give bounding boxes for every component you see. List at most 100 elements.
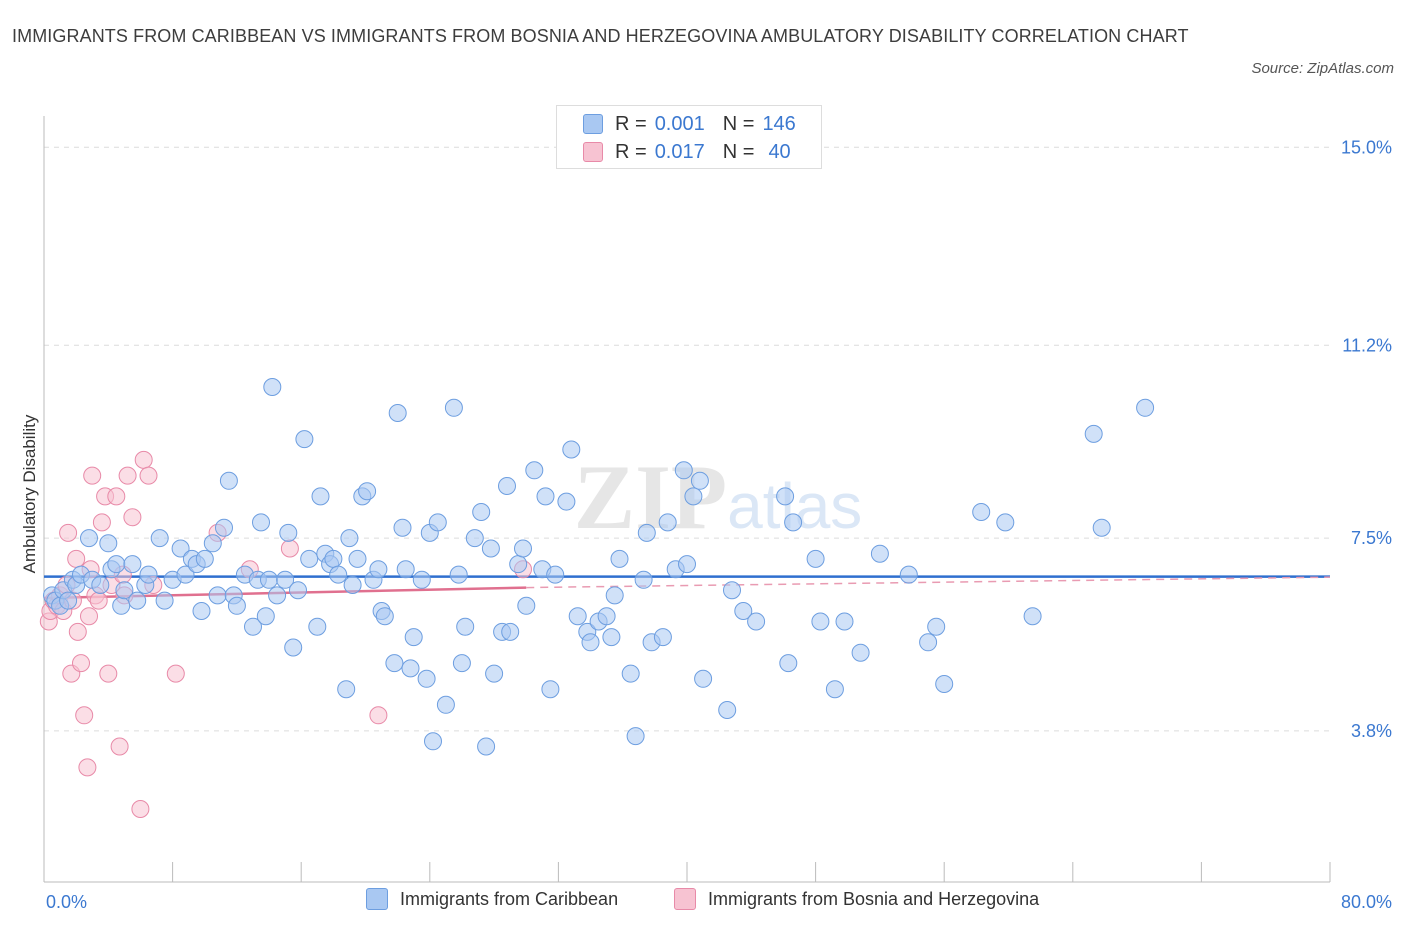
legend-swatch-caribbean — [583, 114, 603, 134]
series-legend: Immigrants from Caribbean Immigrants fro… — [0, 888, 1406, 916]
point-bosnia — [99, 664, 118, 683]
point-caribbean — [449, 565, 468, 584]
point-caribbean — [337, 680, 356, 699]
point-caribbean — [452, 654, 471, 673]
point-bosnia — [78, 758, 97, 777]
legend-r-value: 0.017 — [654, 140, 705, 163]
series-legend-bosnia[interactable]: Immigrants from Bosnia and Herzegovina — [674, 888, 1039, 910]
point-caribbean — [128, 591, 147, 610]
point-bosnia — [369, 706, 388, 725]
y-tick-label: 15.0% — [1341, 137, 1392, 157]
point-caribbean — [203, 534, 222, 553]
point-caribbean — [139, 565, 158, 584]
point-bosnia — [59, 523, 78, 542]
point-caribbean — [59, 591, 78, 610]
point-caribbean — [192, 602, 211, 620]
point-caribbean — [501, 622, 520, 641]
point-caribbean — [477, 737, 496, 756]
series-swatch-bosnia — [674, 888, 696, 910]
point-caribbean — [568, 607, 587, 626]
point-caribbean — [227, 596, 246, 615]
point-caribbean — [1092, 518, 1111, 537]
point-caribbean — [653, 628, 672, 647]
point-caribbean — [509, 555, 528, 574]
point-caribbean — [263, 378, 282, 396]
legend-n-label: N = — [722, 140, 755, 163]
point-caribbean — [825, 680, 844, 699]
point-caribbean — [348, 549, 367, 568]
point-caribbean — [401, 659, 420, 678]
point-caribbean — [340, 529, 359, 548]
point-caribbean — [404, 628, 423, 647]
data-points — [39, 378, 1155, 818]
point-bosnia — [83, 466, 102, 485]
point-caribbean — [784, 513, 803, 532]
point-caribbean — [289, 581, 307, 600]
point-caribbean — [171, 539, 190, 558]
point-bosnia — [80, 607, 98, 626]
point-caribbean — [300, 549, 319, 568]
point-caribbean — [279, 523, 298, 542]
point-caribbean — [80, 529, 98, 548]
y-tick-label: 7.5% — [1351, 528, 1392, 548]
point-bosnia — [68, 622, 87, 641]
point-caribbean — [343, 576, 362, 594]
point-caribbean — [284, 638, 303, 657]
watermark: ZIPatlas — [574, 446, 863, 548]
point-caribbean — [244, 617, 262, 636]
point-caribbean — [694, 669, 713, 688]
point-caribbean — [295, 430, 314, 449]
point-caribbean — [1023, 607, 1042, 626]
chart-title: IMMIGRANTS FROM CARIBBEAN VS IMMIGRANTS … — [12, 26, 1189, 46]
point-caribbean — [658, 513, 677, 532]
point-caribbean — [1084, 424, 1103, 443]
point-caribbean — [684, 487, 703, 506]
legend-r-label: R = — [615, 140, 647, 163]
legend-n-label: N = — [722, 112, 755, 135]
point-bosnia — [107, 487, 126, 506]
point-caribbean — [123, 555, 142, 574]
point-caribbean — [562, 440, 581, 459]
point-bosnia — [131, 800, 150, 818]
point-caribbean — [851, 643, 870, 662]
point-caribbean — [375, 607, 394, 626]
point-bosnia — [166, 664, 185, 683]
tick-labels: 3.8% 7.5% 11.2% 15.0% 0.0% 80.0% — [46, 137, 1392, 912]
point-bosnia — [72, 654, 90, 673]
point-caribbean — [417, 669, 436, 688]
point-caribbean — [996, 513, 1015, 532]
legend-row-caribbean: R = 0.001 N = 146 — [583, 110, 796, 138]
point-caribbean — [324, 549, 343, 568]
point-caribbean — [256, 607, 275, 626]
point-bosnia — [67, 549, 86, 568]
point-caribbean — [276, 570, 295, 589]
axes — [43, 116, 1331, 883]
point-caribbean — [811, 612, 830, 631]
point-bosnia — [110, 737, 129, 756]
point-caribbean — [268, 586, 287, 605]
point-caribbean — [393, 518, 412, 537]
point-caribbean — [385, 654, 404, 673]
point-caribbean — [388, 404, 407, 422]
point-caribbean — [485, 664, 504, 683]
point-caribbean — [99, 534, 118, 553]
point-caribbean — [972, 503, 991, 521]
series-label-bosnia: Immigrants from Bosnia and Herzegovina — [708, 888, 1040, 909]
point-caribbean — [176, 565, 195, 584]
source-label: Source: ZipAtlas.com — [1251, 60, 1394, 77]
point-caribbean — [557, 492, 576, 511]
point-caribbean — [734, 602, 753, 620]
point-caribbean — [215, 518, 233, 537]
point-caribbean — [155, 591, 174, 610]
point-caribbean — [465, 529, 484, 548]
point-caribbean — [514, 539, 532, 558]
point-caribbean — [150, 529, 169, 548]
x-tick-label-max: 80.0% — [1341, 892, 1392, 912]
point-caribbean — [935, 675, 954, 693]
x-tick-label-min: 0.0% — [46, 892, 87, 912]
point-caribbean — [621, 664, 640, 683]
point-caribbean — [927, 617, 946, 636]
series-legend-caribbean[interactable]: Immigrants from Caribbean — [366, 888, 618, 910]
point-caribbean — [396, 560, 415, 579]
